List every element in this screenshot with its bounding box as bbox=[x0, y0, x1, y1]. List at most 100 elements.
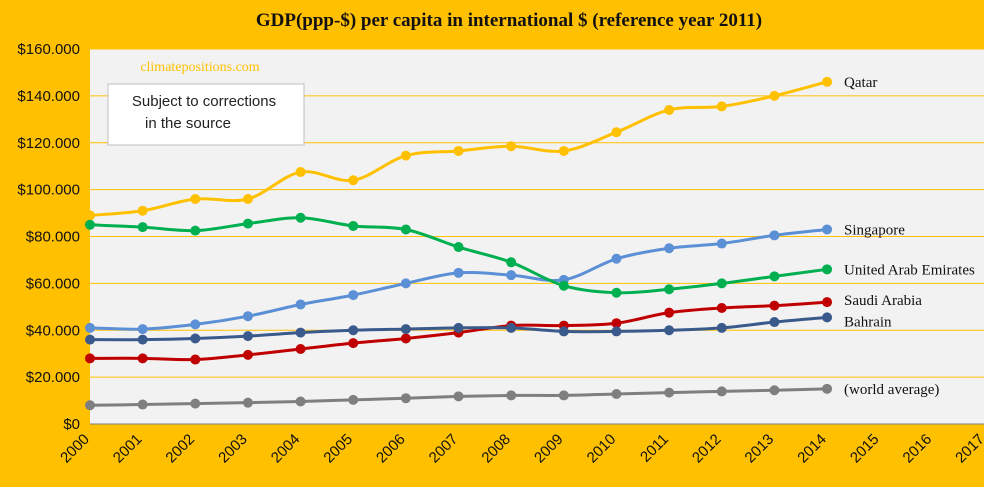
data-point bbox=[190, 398, 201, 409]
data-point bbox=[664, 307, 675, 318]
data-point bbox=[716, 322, 727, 333]
data-point bbox=[664, 243, 675, 254]
series-united-arab-emirates bbox=[85, 212, 833, 298]
data-point bbox=[716, 238, 727, 249]
data-point bbox=[295, 344, 306, 354]
data-point bbox=[453, 391, 464, 402]
note-box: Subject to corrections in the source bbox=[107, 83, 305, 146]
data-point bbox=[137, 353, 148, 364]
data-point bbox=[85, 400, 95, 411]
x-tick-label: 2015 bbox=[847, 431, 883, 467]
data-point bbox=[716, 302, 727, 313]
x-axis: 2000 2001 2002 2003 2004 2005 2006 2007 2008 2009… bbox=[57, 431, 984, 467]
data-point bbox=[295, 299, 306, 310]
data-point bbox=[295, 212, 306, 223]
data-point bbox=[664, 387, 675, 398]
watermark-text: climatepositions.com bbox=[140, 60, 259, 75]
data-point bbox=[769, 317, 780, 328]
y-tick-label: $40.000 bbox=[26, 322, 80, 339]
series-layer bbox=[85, 76, 833, 411]
data-point bbox=[769, 271, 780, 282]
data-point bbox=[242, 194, 253, 204]
x-tick-label: 2002 bbox=[163, 431, 199, 467]
x-tick-label: 2016 bbox=[900, 431, 936, 467]
data-point bbox=[769, 230, 780, 241]
note-line-1: Subject to corrections bbox=[132, 93, 276, 110]
x-tick-label: 2017 bbox=[952, 431, 984, 467]
data-point bbox=[611, 389, 622, 399]
series-bahrain bbox=[85, 312, 833, 345]
series-label: Qatar bbox=[844, 75, 877, 91]
data-point bbox=[242, 331, 253, 342]
data-point bbox=[242, 218, 253, 229]
data-point bbox=[822, 383, 833, 394]
data-point bbox=[611, 287, 622, 298]
data-point bbox=[506, 141, 517, 152]
data-point bbox=[769, 385, 780, 396]
data-point bbox=[664, 104, 675, 115]
x-tick-label: 2003 bbox=[215, 431, 251, 467]
y-tick-label: $60.000 bbox=[26, 275, 80, 292]
data-point bbox=[348, 175, 359, 186]
data-point bbox=[506, 257, 517, 268]
data-point bbox=[769, 300, 780, 311]
data-point bbox=[85, 353, 95, 364]
series-label: Saudi Arabia bbox=[844, 293, 922, 309]
chart-title: GDP(ppp-$) per capita in international $… bbox=[256, 10, 762, 31]
data-point bbox=[400, 333, 411, 344]
series-label: Bahrain bbox=[844, 314, 892, 330]
data-point bbox=[716, 278, 727, 289]
data-point bbox=[716, 101, 727, 112]
data-point bbox=[190, 319, 201, 330]
data-point bbox=[664, 325, 675, 336]
y-axis: $0 $20.000 $40.000 $60.000 $80.000 $100.000 $1… bbox=[17, 41, 80, 433]
data-point bbox=[453, 242, 464, 253]
data-point bbox=[611, 318, 622, 329]
data-point bbox=[611, 253, 622, 264]
data-point bbox=[558, 326, 569, 337]
data-point bbox=[453, 145, 464, 156]
x-tick-label: 2011 bbox=[637, 431, 672, 466]
data-point bbox=[137, 222, 148, 233]
data-point bbox=[295, 396, 306, 407]
y-tick-label: $120.000 bbox=[17, 135, 80, 152]
data-point bbox=[85, 210, 95, 221]
x-tick-label: 2009 bbox=[531, 431, 567, 467]
data-point bbox=[506, 322, 517, 333]
x-tick-label: 2012 bbox=[689, 431, 725, 467]
x-tick-label: 2013 bbox=[742, 431, 778, 467]
x-tick-label: 2014 bbox=[794, 431, 830, 467]
data-point bbox=[137, 399, 148, 410]
data-point bbox=[137, 205, 148, 216]
data-point bbox=[822, 76, 833, 87]
data-point bbox=[400, 278, 411, 289]
data-point bbox=[611, 326, 622, 337]
x-tick-label: 2004 bbox=[268, 431, 304, 467]
data-point bbox=[716, 386, 727, 397]
data-point bbox=[769, 90, 780, 101]
data-point bbox=[242, 397, 253, 408]
y-tick-label: $160.000 bbox=[17, 41, 80, 58]
y-tick-label: $140.000 bbox=[17, 88, 80, 105]
data-point bbox=[822, 264, 833, 275]
data-point bbox=[137, 334, 148, 345]
data-point bbox=[664, 284, 675, 295]
data-point bbox=[822, 297, 833, 308]
data-point bbox=[558, 390, 569, 401]
data-point bbox=[348, 394, 359, 405]
series-label: United Arab Emirates bbox=[844, 262, 975, 278]
data-point bbox=[348, 220, 359, 231]
data-point bbox=[295, 327, 306, 338]
data-point bbox=[137, 324, 148, 335]
data-point bbox=[400, 393, 411, 404]
data-point bbox=[400, 150, 411, 161]
data-point bbox=[85, 219, 95, 230]
data-point bbox=[558, 145, 569, 156]
note-box-frame bbox=[107, 83, 305, 146]
data-point bbox=[611, 127, 622, 138]
data-point bbox=[558, 280, 569, 291]
series-qatar bbox=[85, 76, 833, 221]
y-tick-label: $20.000 bbox=[26, 369, 80, 386]
